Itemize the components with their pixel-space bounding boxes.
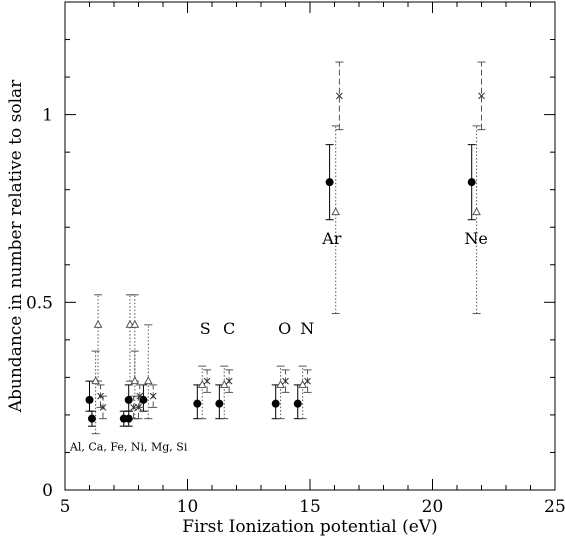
y-axis-label: Abundance in number relative to solar <box>6 79 26 413</box>
data-point-triangle <box>331 207 340 216</box>
data-point-cross <box>149 392 157 400</box>
data-point-cross <box>203 377 211 385</box>
data-point-circle <box>193 399 202 408</box>
cross-stroke <box>97 392 104 400</box>
x-tick-label: 25 <box>544 497 565 517</box>
cross-stroke <box>478 92 485 100</box>
y-tick-label: 1 <box>42 106 53 126</box>
cross-stroke <box>130 404 137 411</box>
data-point-triangle <box>125 319 135 328</box>
data-point-cross <box>304 377 311 385</box>
data-point-circle <box>85 395 94 404</box>
data-point-triangle <box>130 319 140 328</box>
element-label: C <box>223 319 235 338</box>
data-point-triangle <box>93 319 103 328</box>
data-point-cross <box>478 92 485 100</box>
data-point-triangle <box>276 379 285 388</box>
element-label: S <box>200 319 211 338</box>
cross-stroke <box>136 392 144 400</box>
x-tick-label: 5 <box>60 497 71 517</box>
data-point-circle <box>124 395 133 404</box>
axis-ticks <box>64 1 556 491</box>
cross-stroke <box>99 404 107 411</box>
data-markers <box>85 92 485 423</box>
cross-stroke <box>149 392 157 400</box>
data-point-triangle <box>130 376 140 385</box>
element-label: Ne <box>464 229 487 248</box>
element-label: N <box>300 319 314 338</box>
data-point-triangle <box>219 379 229 388</box>
tick-labels: 5 10 15 20 25 0 0.5 1 <box>26 106 565 517</box>
cross-stroke <box>282 377 289 385</box>
data-point-triangle <box>298 379 307 388</box>
x-tick-label: 20 <box>422 497 444 517</box>
x-tick-label: 10 <box>177 497 199 517</box>
data-point-triangle <box>91 376 100 385</box>
cross-stroke <box>225 377 233 385</box>
element-label: Al, Ca, Fe, Ni, Mg, Si <box>69 441 188 454</box>
data-point-cross <box>135 404 142 411</box>
cross-stroke <box>336 92 343 100</box>
data-point-circle <box>124 414 133 423</box>
data-point-cross <box>99 404 107 411</box>
data-point-circle <box>271 399 280 408</box>
x-tick-label: 15 <box>299 497 321 517</box>
data-point-cross <box>130 404 137 411</box>
data-point-triangle <box>197 379 207 388</box>
cross-stroke <box>135 404 142 411</box>
element-label: O <box>278 319 291 338</box>
element-label: Ar <box>321 229 342 248</box>
data-point-circle <box>293 399 302 408</box>
data-point-cross <box>225 377 233 385</box>
data-point-circle <box>215 399 224 408</box>
y-tick-label: 0 <box>42 481 53 501</box>
cross-stroke <box>203 377 211 385</box>
data-point-triangle <box>472 207 481 216</box>
data-point-circle <box>87 414 96 423</box>
data-point-triangle <box>144 376 153 385</box>
element-annotations: Al, Ca, Fe, Ni, Mg, Si S C O N Ar Ne <box>69 229 488 453</box>
data-point-cross <box>282 377 289 385</box>
data-point-cross <box>336 92 343 100</box>
data-point-circle <box>467 178 476 187</box>
x-axis-label: First Ionization potential (eV) <box>182 517 437 537</box>
y-tick-label: 0.5 <box>26 293 53 313</box>
cross-stroke <box>304 377 311 385</box>
data-point-cross <box>136 392 144 400</box>
error-bars <box>85 61 486 435</box>
data-point-cross <box>97 392 104 400</box>
data-point-circle <box>325 178 334 187</box>
